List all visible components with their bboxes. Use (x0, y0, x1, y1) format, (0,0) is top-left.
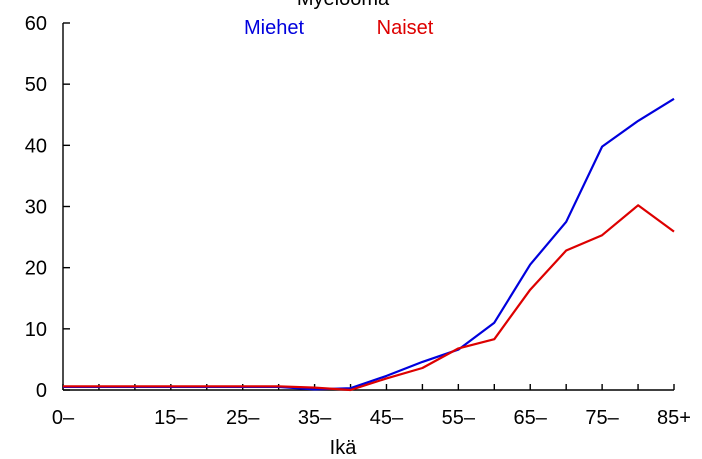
y-tick-label: 60 (25, 13, 47, 35)
legend-naiset: Naiset (377, 17, 434, 39)
y-tick-label: 0 (36, 380, 47, 402)
series-layer (63, 97, 675, 392)
y-tick-label: 40 (25, 135, 47, 157)
x-tick-label: 35– (298, 407, 332, 429)
legend-miehet: Miehet (244, 17, 304, 39)
x-axis-label: Ikä (330, 437, 358, 459)
x-tick-label: 0– (52, 407, 75, 429)
y-tick-label: 50 (25, 74, 47, 96)
chart-title: Myeloomа (297, 0, 390, 10)
x-tick-label: 85+ (657, 407, 691, 429)
y-tick-label: 10 (25, 319, 47, 341)
x-tick-label: 75– (585, 407, 619, 429)
y-tick-label: 30 (25, 197, 47, 219)
y-tick-label: 20 (25, 258, 47, 280)
x-tick-label: 65– (514, 407, 548, 429)
y-ticks: 0 10 20 30 40 50 60 (25, 13, 70, 402)
series-line-naiset (63, 204, 675, 392)
x-tick-label: 45– (370, 407, 404, 429)
x-ticks: 0– 15– 25– 35– 45– 55– 65– 75– 85+ (52, 384, 691, 429)
x-tick-label: 25– (226, 407, 260, 429)
x-tick-label: 15– (154, 407, 188, 429)
x-tick-label: 55– (442, 407, 476, 429)
